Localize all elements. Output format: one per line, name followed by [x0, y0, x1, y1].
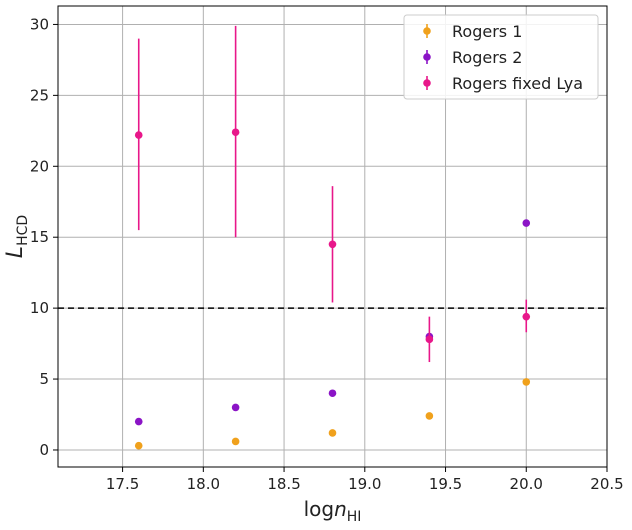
x-axis-label: lognHI [304, 497, 362, 525]
y-axis-label: LHCD [3, 215, 31, 258]
legend-label: Rogers 1 [452, 22, 522, 41]
legend-marker [423, 79, 431, 87]
x-tick-label: 20.0 [510, 475, 543, 493]
x-tick-label: 19.5 [429, 475, 462, 493]
x-tick-label: 17.5 [106, 475, 139, 493]
y-tick-label: 10 [30, 299, 49, 317]
legend-box [403, 14, 599, 100]
point-series-2 [328, 389, 337, 398]
x-tick-label: 20.5 [590, 475, 623, 493]
plot-frame [57, 5, 608, 468]
legend-marker [423, 53, 431, 61]
legend: Rogers 1 Rogers 2 Rogers fixed Lya [403, 14, 599, 100]
legend-label: Rogers 2 [452, 48, 522, 67]
x-tick-label: 18.5 [267, 475, 300, 493]
point-series-1 [231, 437, 240, 446]
y-tick-label: 0 [39, 441, 49, 459]
y-tick-label: 25 [30, 86, 49, 104]
legend-label: Rogers fixed Lya [452, 74, 583, 93]
y-tick-label: 15 [30, 228, 49, 246]
x-tick-label: 19.0 [348, 475, 381, 493]
x-tick-label: 18.0 [187, 475, 220, 493]
point-series-3 [328, 240, 337, 249]
point-series-2 [522, 219, 531, 227]
point-series-3 [134, 131, 143, 139]
y-tick-label: 5 [39, 370, 49, 388]
point-series-3 [425, 335, 434, 344]
point-series-1 [522, 378, 531, 386]
point-series-1 [425, 412, 434, 420]
point-series-1 [134, 441, 143, 450]
point-series-3 [522, 312, 531, 321]
legend-marker [423, 27, 431, 35]
y-tick-label: 20 [30, 157, 49, 175]
point-series-3 [231, 128, 240, 137]
point-series-2 [134, 417, 143, 426]
point-series-2 [231, 403, 240, 412]
y-tick-label: 30 [30, 15, 49, 33]
point-series-1 [328, 429, 337, 437]
